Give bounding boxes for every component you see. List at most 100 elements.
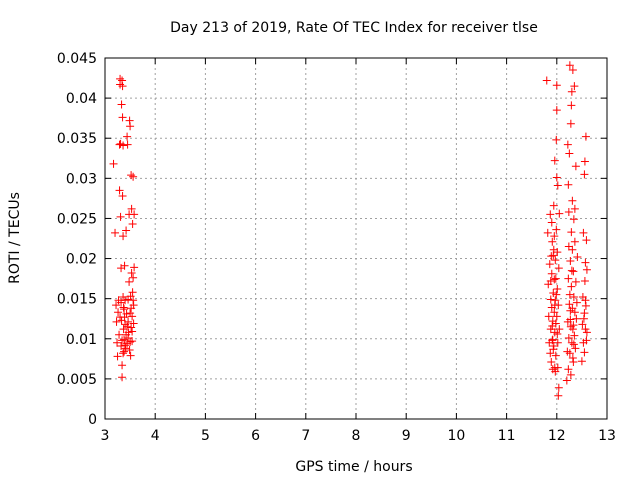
data-point xyxy=(109,159,118,168)
data-point xyxy=(118,82,127,91)
data-point xyxy=(129,296,138,305)
data-point xyxy=(112,317,121,326)
y-tick-label: 0.01 xyxy=(66,332,97,348)
data-point xyxy=(542,76,551,85)
data-point xyxy=(563,140,572,149)
data-point xyxy=(130,210,139,219)
data-point xyxy=(121,341,130,350)
y-tick-label: 0.04 xyxy=(66,91,97,107)
data-point xyxy=(555,325,564,334)
data-point xyxy=(551,274,560,283)
data-point xyxy=(566,256,575,265)
data-point xyxy=(565,61,574,70)
data-point xyxy=(115,140,124,149)
data-point xyxy=(581,258,590,267)
data-point xyxy=(581,301,590,310)
data-point xyxy=(122,309,131,318)
data-point xyxy=(552,173,561,182)
data-point xyxy=(547,269,556,278)
data-point xyxy=(126,122,135,131)
data-point xyxy=(125,346,134,355)
x-tick-label: 8 xyxy=(352,428,361,444)
data-point xyxy=(117,298,126,307)
data-point xyxy=(562,376,571,385)
data-point xyxy=(120,347,129,356)
data-point xyxy=(545,260,554,269)
data-point xyxy=(579,228,588,237)
data-point xyxy=(550,301,559,310)
data-point xyxy=(127,204,136,213)
data-point xyxy=(552,106,561,115)
data-point xyxy=(546,277,555,286)
data-point xyxy=(118,373,127,382)
x-tick-label: 5 xyxy=(201,428,210,444)
data-point xyxy=(119,141,128,150)
data-point xyxy=(126,292,135,301)
data-point xyxy=(554,264,563,273)
x-tick-label: 6 xyxy=(251,428,260,444)
data-point xyxy=(567,266,576,275)
data-point xyxy=(123,322,132,331)
data-point xyxy=(552,225,561,234)
data-point xyxy=(569,340,578,349)
data-point xyxy=(553,363,562,372)
data-point xyxy=(552,290,561,299)
data-point xyxy=(565,349,574,358)
data-point xyxy=(119,303,128,312)
data-point xyxy=(570,308,579,317)
data-point xyxy=(549,201,558,210)
data-point xyxy=(112,301,121,310)
data-point xyxy=(129,172,138,181)
data-point xyxy=(551,296,560,305)
data-point xyxy=(582,236,591,245)
data-point xyxy=(550,156,559,165)
data-point xyxy=(572,298,581,307)
data-point xyxy=(549,245,558,254)
data-point xyxy=(566,370,575,379)
data-point xyxy=(546,349,555,358)
data-point xyxy=(570,82,579,91)
data-point xyxy=(128,220,137,229)
y-tick-label: 0.03 xyxy=(66,171,97,187)
data-point xyxy=(546,295,555,304)
data-point xyxy=(582,336,591,345)
data-point xyxy=(126,337,135,346)
data-point xyxy=(567,87,576,96)
y-tick-label: 0 xyxy=(88,412,97,428)
data-point xyxy=(119,293,128,302)
data-point xyxy=(552,135,561,144)
data-point xyxy=(120,305,129,314)
data-point xyxy=(571,277,580,286)
data-point xyxy=(550,232,559,241)
data-point xyxy=(127,171,136,180)
x-tick-label: 9 xyxy=(402,428,411,444)
data-point xyxy=(546,210,555,219)
data-point xyxy=(125,116,134,125)
data-point xyxy=(123,132,132,141)
data-point xyxy=(571,162,580,171)
data-point xyxy=(581,296,590,305)
x-tick-label: 7 xyxy=(301,428,310,444)
data-point xyxy=(568,354,577,363)
x-tick-label: 13 xyxy=(598,428,616,444)
data-point xyxy=(116,212,125,221)
data-point xyxy=(569,267,578,276)
data-point xyxy=(128,312,137,321)
y-tick-label: 0.02 xyxy=(66,252,97,268)
data-point xyxy=(564,208,573,217)
data-point xyxy=(122,226,131,235)
data-point xyxy=(569,215,578,224)
data-point xyxy=(580,277,589,286)
data-point xyxy=(554,391,563,400)
data-point xyxy=(553,181,562,190)
data-point xyxy=(567,228,576,237)
y-tick-label: 0.005 xyxy=(57,372,97,388)
data-point xyxy=(555,209,564,218)
data-point xyxy=(580,348,589,357)
data-point xyxy=(123,140,132,149)
data-point xyxy=(129,319,138,328)
data-point xyxy=(571,344,580,353)
y-axis-title: ROTI / TECUs xyxy=(7,192,23,284)
data-point xyxy=(113,352,122,361)
